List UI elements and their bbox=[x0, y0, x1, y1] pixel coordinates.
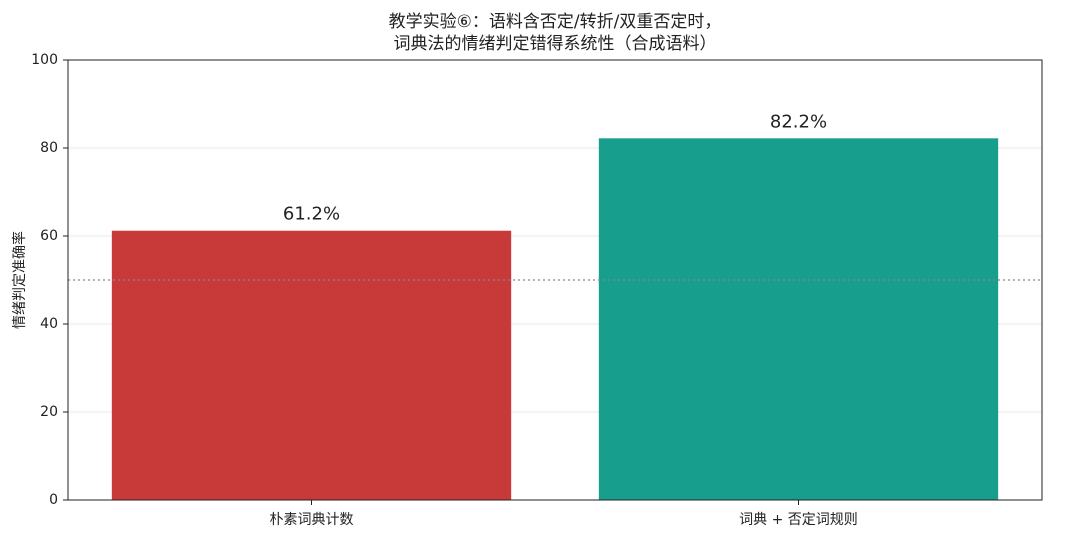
value-label: 82.2% bbox=[770, 111, 827, 132]
plot-frame bbox=[67, 59, 1043, 501]
y-tick-label: 100 bbox=[31, 52, 58, 68]
y-tick-label: 0 bbox=[49, 492, 58, 508]
x-tick-label: 朴素词典计数 bbox=[270, 512, 354, 528]
chart-title: 词典法的情绪判定错得系统性（合成语料） bbox=[394, 34, 717, 54]
x-tick-label: 词典 + 否定词规则 bbox=[739, 512, 858, 528]
y-tick-label: 80 bbox=[40, 140, 58, 156]
y-tick-label: 40 bbox=[40, 316, 58, 332]
y-axis-label: 情绪判定准确率 bbox=[11, 231, 28, 329]
bar bbox=[111, 230, 512, 500]
value-label: 61.2% bbox=[283, 204, 340, 225]
y-tick-label: 20 bbox=[40, 404, 58, 420]
bar bbox=[598, 138, 999, 500]
chart-title: 教学实验⑥：语料含否定/转折/双重否定时， bbox=[389, 12, 722, 32]
y-tick-label: 60 bbox=[40, 228, 58, 244]
